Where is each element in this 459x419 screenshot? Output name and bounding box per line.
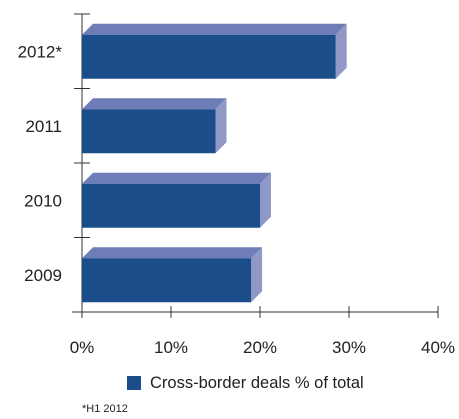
bar-side-face <box>335 23 347 79</box>
bar <box>82 109 216 154</box>
x-tick-label: 30% <box>332 338 366 357</box>
y-tick-label: 2009 <box>24 266 62 285</box>
bar-chart: 0% 10% 20% 30% 40% 2012* 2011 2010 2009 <box>18 13 455 357</box>
x-tick-label: 10% <box>154 338 188 357</box>
bar-side-face <box>251 247 263 303</box>
bar-side-face <box>260 172 271 228</box>
y-tick-label: 2010 <box>24 191 62 210</box>
footnote: *H1 2012 <box>82 403 128 415</box>
bar-side-face <box>215 98 227 154</box>
x-tick-label: 40% <box>421 338 455 357</box>
legend: Cross-border deals % of total <box>127 372 364 394</box>
y-tick-label: 2011 <box>25 117 62 136</box>
x-tick-label: 0% <box>70 338 95 357</box>
bar-top-face <box>82 172 271 184</box>
bar-top-face <box>82 23 347 35</box>
legend-label: Cross-border deals % of total <box>150 373 364 392</box>
bar-top-face <box>82 98 227 110</box>
bar <box>82 183 260 228</box>
y-tick-label: 2012* <box>18 42 63 61</box>
x-tick-label: 20% <box>243 338 277 357</box>
bar <box>82 34 336 79</box>
bar-top-face <box>82 247 263 259</box>
bar <box>82 258 252 303</box>
legend-swatch <box>127 376 141 390</box>
